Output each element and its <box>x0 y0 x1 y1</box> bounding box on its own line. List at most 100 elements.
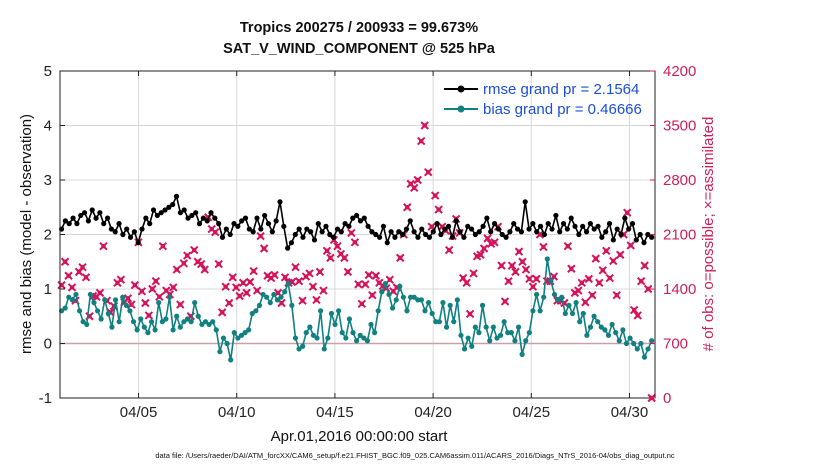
obs-marker-dot <box>352 240 358 245</box>
bias-point <box>487 338 493 344</box>
bias-point <box>641 354 648 360</box>
obs-marker-dot <box>80 265 85 270</box>
obs-marker <box>116 275 126 284</box>
bias-point <box>404 308 410 314</box>
bias-point <box>318 308 324 314</box>
bias-point <box>631 340 637 347</box>
bias-point <box>213 327 219 333</box>
bias-point <box>429 310 435 317</box>
x-tick-label: 04/30 <box>611 404 649 421</box>
bias-point <box>246 327 252 333</box>
bias-point <box>166 294 173 300</box>
obs-marker-dot <box>607 275 612 281</box>
rmse-point <box>572 223 578 229</box>
obs-marker <box>584 274 594 284</box>
bias-point <box>267 300 273 306</box>
rmse-point <box>645 231 651 238</box>
bias-point <box>379 289 385 295</box>
obs-marker <box>504 277 513 286</box>
bias-point <box>569 310 576 317</box>
obs-marker <box>200 265 209 274</box>
obs-marker <box>291 262 300 272</box>
bias-point <box>130 319 137 325</box>
obs-marker-dot <box>642 263 647 268</box>
bias-point <box>127 308 133 314</box>
rmse-point <box>158 210 164 216</box>
obs-marker-dot <box>481 246 487 251</box>
obs-marker <box>155 292 164 301</box>
rmse-point <box>537 223 544 229</box>
obs-marker <box>99 241 108 251</box>
obs-marker-dot <box>129 302 134 307</box>
obs-marker-dot <box>499 263 504 268</box>
obs-marker <box>640 261 649 270</box>
bias-point <box>580 310 586 317</box>
rmse-point <box>396 229 402 235</box>
bias-point <box>105 310 111 317</box>
rmse-point <box>281 223 287 229</box>
bias-point <box>62 305 68 311</box>
obs-marker <box>190 245 199 255</box>
y-right-tick-label: 4200 <box>663 63 696 80</box>
rmse-point <box>74 221 80 227</box>
bias-point <box>242 330 248 336</box>
bias-point <box>497 332 504 338</box>
rmse-point <box>101 221 107 227</box>
rmse-point <box>193 210 199 216</box>
bias-point <box>382 280 389 287</box>
bias-point <box>307 324 313 330</box>
rmse-point <box>610 237 616 243</box>
obs-marker-dot <box>432 193 438 198</box>
y-right-tick-label: 1400 <box>663 281 696 298</box>
rmse-point <box>384 240 390 246</box>
rmse-point <box>131 229 137 235</box>
bias-point <box>256 302 263 308</box>
obs-marker-dot <box>398 255 403 261</box>
obs-marker-dot <box>604 248 609 254</box>
rmse-point <box>311 237 318 243</box>
bias-point <box>264 294 270 300</box>
obs-marker-dot <box>614 293 619 298</box>
obs-marker <box>434 205 443 214</box>
y-axis-left-label: rmse and bias (model - observation) <box>18 114 35 354</box>
bias-point <box>87 291 93 298</box>
obs-marker <box>598 266 607 275</box>
rmse-point <box>154 212 160 219</box>
obs-marker-dot <box>345 269 351 275</box>
bias-point <box>199 321 205 328</box>
obs-marker-dot <box>471 271 476 276</box>
bias-point <box>364 338 371 344</box>
bias-point <box>80 319 86 325</box>
y-left-tick-label: 0 <box>44 336 52 353</box>
bias-point <box>274 297 281 303</box>
bias-point <box>393 297 399 303</box>
bias-point <box>91 300 97 306</box>
obs-marker-dot <box>118 277 124 282</box>
bias-point <box>526 330 532 336</box>
obs-marker-dot <box>387 277 392 282</box>
y-left-tick-label: 5 <box>44 63 52 80</box>
bias-point <box>623 340 630 347</box>
obs-marker <box>280 273 290 282</box>
obs-marker-dot <box>178 302 183 307</box>
obs-marker-dot <box>370 293 375 298</box>
obs-marker <box>333 241 342 251</box>
rmse-point <box>204 218 210 224</box>
obs-marker <box>123 294 133 303</box>
rmse-point <box>618 231 624 238</box>
rmse-point <box>380 223 387 229</box>
rmse-point <box>622 215 628 221</box>
obs-marker-dot <box>405 205 410 210</box>
obs-marker <box>78 262 87 272</box>
rmse-point <box>185 215 191 221</box>
rmse-point <box>388 229 394 235</box>
obs-marker <box>410 183 419 192</box>
rmse-point <box>147 221 153 227</box>
rmse-point <box>599 234 605 240</box>
bias-point <box>595 319 601 325</box>
bias-point <box>400 294 406 300</box>
obs-marker <box>567 264 576 273</box>
obs-marker-dot <box>219 310 225 315</box>
rmse-point <box>208 210 214 216</box>
obs-marker-dot <box>307 271 312 276</box>
